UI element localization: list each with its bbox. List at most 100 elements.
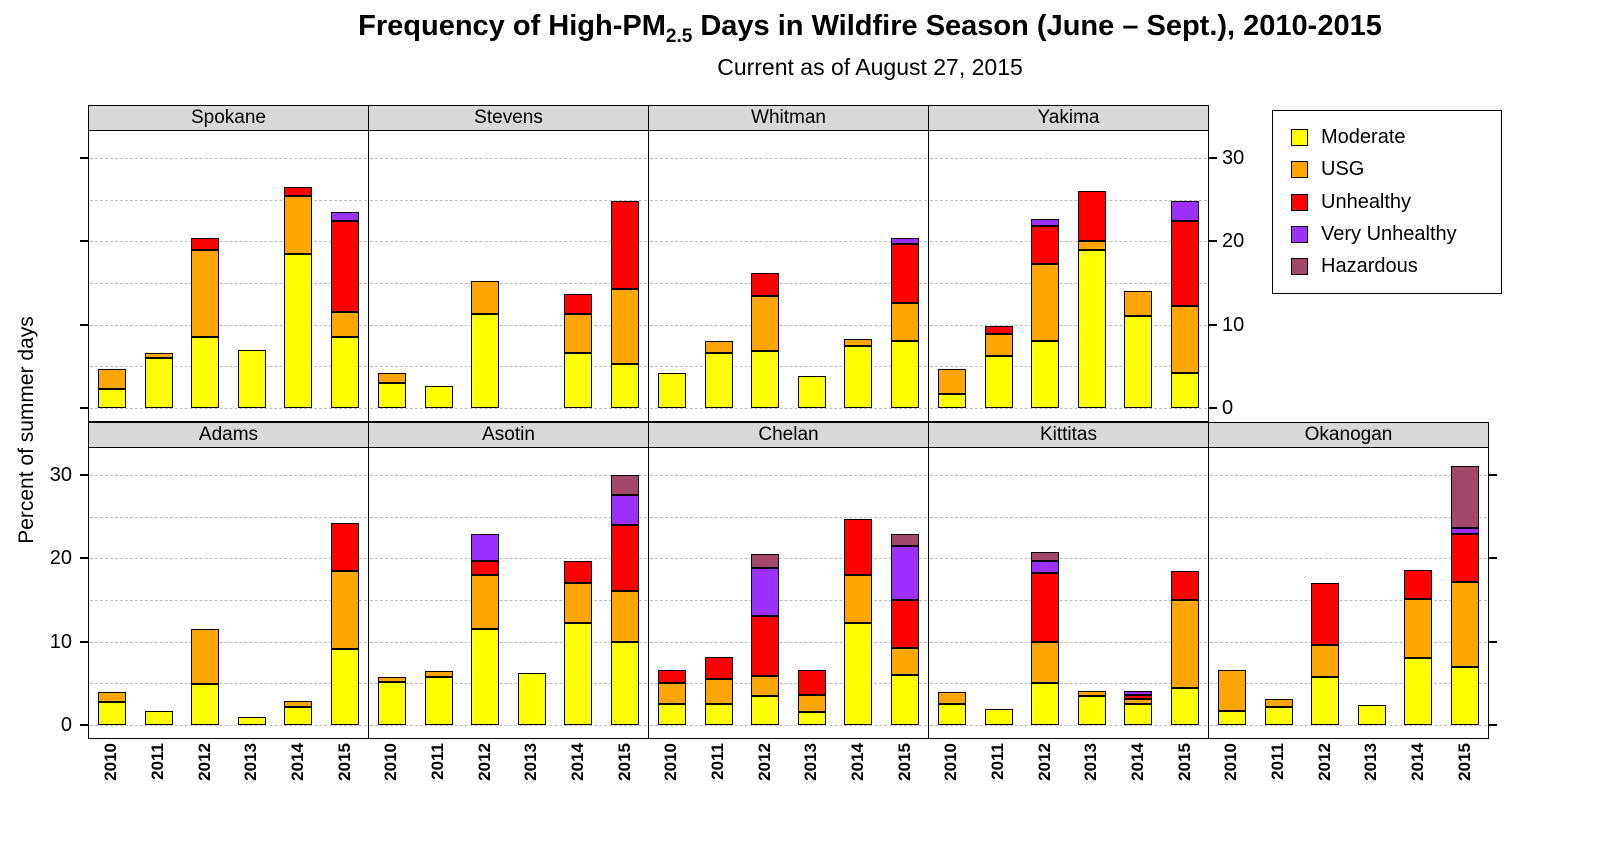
gridline-0 [370,725,647,726]
bar-whitman-2011-usg [704,341,733,353]
bar-stevens-2010-moderate [378,383,407,408]
x-tick-label-2010: 2010 [381,743,401,781]
bar-chelan-2015-moderate [890,675,919,725]
x-tick-label-2014: 2014 [1128,743,1147,781]
chart-subtitle: Current as of August 27, 2015 [717,53,1023,80]
bar-kittitas-2014-usg [1124,699,1153,705]
gridline-30 [930,158,1207,160]
bar-chelan-2012-moderate [751,695,780,725]
gridline-15 [370,283,647,285]
bar-stevens-2015-unhealthy [610,201,639,289]
title-suffix: Days in Wildfire Season (June – Sept.), … [692,10,1382,42]
bar-yakima-2011-usg [984,333,1013,357]
x-tick-label-2011: 2011 [708,743,727,780]
bar-whitman-2011-moderate [704,353,733,408]
gridline-5 [650,683,927,685]
bar-chelan-2015-very-unhealthy [890,546,919,601]
gridline-15 [90,600,367,602]
legend-label: Unhealthy [1321,190,1412,213]
moderate-swatch [1291,129,1308,146]
bar-okanogan-2010-usg [1218,670,1247,711]
x-tick-label-2011: 2011 [148,743,167,780]
bar-whitman-2015-moderate [890,341,919,408]
bar-yakima-2013-moderate [1077,249,1106,408]
bar-spokane-2013-moderate [237,349,266,408]
bar-spokane-2015-very-unhealthy [330,212,359,221]
gridline-30 [370,475,647,477]
bar-chelan-2013-moderate [797,711,826,725]
y-tick [80,240,88,243]
gridline-10 [1210,641,1487,643]
legend-label: Very Unhealthy [1321,222,1457,245]
gridline-20 [370,558,647,560]
hazardous-swatch [1291,258,1308,275]
bar-asotin-2010-moderate [378,681,407,725]
y-tick-label: 10 [49,630,72,653]
bar-yakima-2015-very-unhealthy [1170,201,1199,222]
bar-kittitas-2015-moderate [1170,688,1199,725]
gridline-30 [930,475,1207,477]
x-tick-label-2012: 2012 [1034,743,1054,781]
bar-okanogan-2011-usg [1264,699,1293,707]
bar-kittitas-2012-usg [1031,641,1060,684]
bar-kittitas-2015-usg [1170,600,1199,689]
legend-item-hazardous: Hazardous [1291,255,1483,278]
y-tick [80,474,88,477]
bar-whitman-2015-very-unhealthy [890,238,919,244]
legend-label: USG [1321,158,1365,181]
very-unhealthy-swatch [1291,225,1308,243]
bar-okanogan-2012-moderate [1311,676,1340,725]
bar-whitman-2012-usg [751,296,780,352]
bar-spokane-2015-moderate [330,337,359,408]
bar-asotin-2012-very-unhealthy [471,534,500,561]
bar-chelan-2011-moderate [704,704,733,725]
panel-title: Stevens [474,107,543,128]
x-tick-label-2013: 2013 [801,743,821,781]
bar-spokane-2014-moderate [284,253,313,408]
gridline-25 [1210,516,1487,518]
gridline-0 [90,725,367,726]
bar-kittitas-2014-very-unhealthy [1124,690,1153,695]
x-tick-label-2010: 2010 [941,743,961,781]
bar-yakima-2015-moderate [1170,373,1199,408]
x-tick-label-2010: 2010 [1221,743,1241,781]
panel-title: Adams [198,424,259,445]
bar-chelan-2010-unhealthy [658,670,687,684]
y-tick [1209,407,1217,409]
bar-whitman-2015-unhealthy [890,243,919,303]
gridline-10 [650,324,927,326]
gridline-0 [1210,725,1487,726]
bar-asotin-2015-hazardous [610,475,639,496]
bar-okanogan-2014-unhealthy [1404,570,1433,600]
bar-yakima-2014-usg [1124,291,1153,317]
y-axis-label: Percent of summer days [15,316,38,544]
bar-stevens-2015-moderate [610,363,639,408]
bar-chelan-2011-unhealthy [704,656,733,680]
bar-asotin-2015-very-unhealthy [610,495,639,526]
panel-plot-asotin [368,447,649,739]
bar-yakima-2010-usg [938,368,967,394]
gridline-20 [90,558,367,560]
x-tick-label-2013: 2013 [1081,743,1101,781]
panel-header-spokane: Spokane [88,105,369,131]
bar-stevens-2011-moderate [424,386,453,408]
panel-plot-stevens [368,130,649,422]
bar-asotin-2011-moderate [424,676,453,725]
legend-label: Hazardous [1321,255,1418,277]
legend-item-moderate: Moderate [1291,126,1483,149]
bar-okanogan-2014-usg [1404,599,1433,659]
y-tick [80,407,88,409]
bar-yakima-2011-moderate [984,356,1013,408]
gridline-0 [650,408,927,409]
bar-spokane-2014-usg [284,195,313,254]
y-tick-label: 0 [60,714,72,736]
usg-swatch [1291,161,1308,179]
gridline-10 [650,641,927,643]
title-subscript: 2.5 [665,25,693,47]
bar-spokane-2010-usg [98,368,127,389]
gridline-0 [930,408,1207,409]
gridline-10 [370,641,647,643]
bar-kittitas-2012-unhealthy [1031,573,1060,642]
bar-chelan-2011-usg [704,679,733,705]
bar-spokane-2011-usg [144,353,173,358]
